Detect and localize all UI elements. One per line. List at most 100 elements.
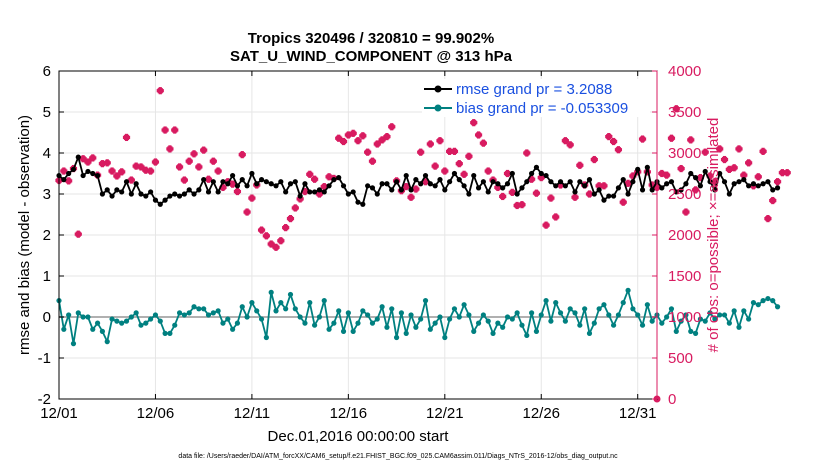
- rmse-point: [345, 191, 351, 197]
- legend: rmse grand pr = 3.2088 bias grand pr = -…: [422, 79, 650, 117]
- obs-point-c: [567, 142, 573, 148]
- rmse-point: [365, 183, 371, 189]
- bias-point: [384, 324, 390, 330]
- obs-point: [494, 183, 502, 192]
- bias-point: [466, 312, 472, 318]
- bias-point: [239, 304, 245, 310]
- bias-point: [659, 320, 665, 326]
- bias-point: [586, 330, 593, 336]
- bias-point: [707, 310, 713, 316]
- obs-point: [301, 187, 309, 196]
- obs-point-c: [360, 133, 366, 139]
- rmse-point: [442, 187, 448, 193]
- obs-point-c: [90, 155, 96, 161]
- rmse-point: [418, 181, 424, 187]
- rmse-point: [533, 164, 540, 170]
- obs-point: [190, 150, 198, 158]
- bias-point: [186, 310, 192, 316]
- obs-point-c: [234, 188, 241, 195]
- rmse-point: [292, 179, 298, 185]
- obs-point: [219, 183, 227, 192]
- rmse-point: [688, 170, 694, 177]
- obs-point: [339, 137, 348, 146]
- obs-point: [523, 149, 531, 157]
- rmse-point: [480, 179, 486, 185]
- obs-point: [455, 160, 463, 168]
- obs-point-c: [659, 170, 665, 177]
- rmse-point: [726, 191, 732, 197]
- rmse-point: [90, 170, 96, 177]
- bias-point: [374, 316, 380, 322]
- rmse-point: [393, 179, 400, 185]
- bias-point: [490, 330, 496, 336]
- obs-point: [354, 137, 362, 145]
- bias-point: [567, 306, 573, 312]
- bias-point: [774, 304, 781, 310]
- obs-point: [638, 135, 647, 143]
- bias-point: [273, 308, 279, 314]
- obs-point: [624, 179, 632, 187]
- obs-point-c: [369, 158, 376, 164]
- obs-point: [60, 167, 68, 175]
- rmse-point: [553, 183, 559, 189]
- bias-point: [418, 316, 424, 322]
- obs-point-c: [268, 241, 274, 247]
- obs-point-c: [456, 161, 462, 167]
- bias-point: [297, 314, 303, 320]
- obs-point-c: [726, 166, 732, 172]
- obs-point: [412, 185, 420, 193]
- obs-point: [672, 105, 680, 113]
- obs-point-c: [442, 168, 448, 174]
- obs-point: [696, 174, 705, 182]
- y-tick-right-label: 2000: [668, 227, 701, 244]
- bias-point: [119, 320, 125, 326]
- rmse-point: [422, 172, 429, 179]
- rmse-point: [673, 189, 679, 195]
- rmse-point: [707, 179, 713, 185]
- bias-point: [471, 328, 477, 334]
- bias-point: [90, 326, 96, 332]
- obs-point-c: [167, 146, 173, 152]
- rmse-point: [94, 172, 101, 179]
- obs-point-c: [668, 135, 675, 141]
- obs-point-c: [123, 134, 130, 141]
- x-tick-label: 12/26: [522, 405, 560, 422]
- obs-point-c: [779, 170, 785, 176]
- bias-point: [731, 308, 737, 314]
- obs-point-c: [85, 159, 91, 165]
- obs-point: [175, 163, 184, 171]
- rmse-point: [577, 179, 583, 185]
- rmse-point: [340, 183, 347, 189]
- rmse-point: [157, 201, 163, 207]
- rmse-point: [66, 170, 72, 177]
- bias-point: [316, 314, 323, 320]
- obs-point: [262, 232, 270, 240]
- bias-point: [311, 322, 318, 328]
- rmse-point: [765, 179, 771, 185]
- bias-point: [529, 310, 535, 316]
- rmse-point: [172, 191, 178, 197]
- obs-point: [142, 166, 150, 174]
- obs-point: [248, 194, 256, 202]
- bias-point: [442, 334, 448, 341]
- bias-point: [152, 312, 159, 318]
- bias-point: [755, 302, 761, 308]
- obs-point-c: [461, 171, 467, 177]
- rmse-point: [263, 179, 269, 185]
- rmse-point: [176, 193, 183, 199]
- obs-point-c: [104, 160, 110, 166]
- obs-point: [629, 172, 637, 180]
- obs-point: [479, 139, 487, 147]
- rmse-point: [234, 183, 241, 189]
- bias-point: [176, 310, 183, 316]
- obs-point-c: [215, 168, 221, 174]
- obs-point-c: [258, 227, 265, 233]
- obs-point-c: [649, 182, 655, 188]
- obs-point-c: [596, 183, 602, 189]
- rmse-point: [205, 189, 212, 195]
- obs-point-c: [422, 179, 429, 185]
- obs-point-c: [485, 168, 491, 174]
- obs-point: [200, 146, 208, 154]
- obs-point: [730, 164, 738, 172]
- bias-point: [644, 302, 650, 308]
